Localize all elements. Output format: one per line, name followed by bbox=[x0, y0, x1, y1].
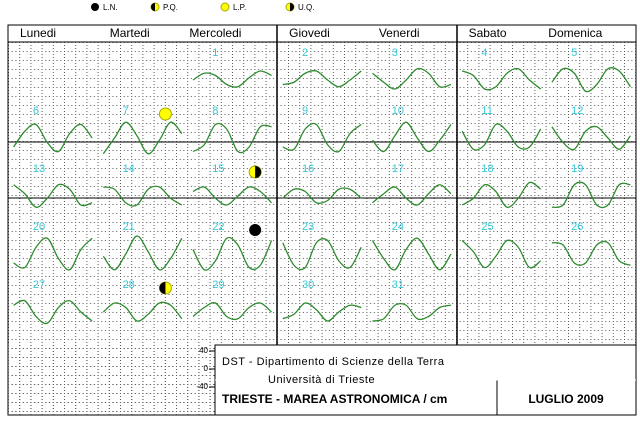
day-number: 19 bbox=[571, 163, 583, 175]
moon-disc bbox=[91, 3, 99, 11]
day-number: 22 bbox=[212, 221, 224, 233]
moon-icon bbox=[158, 107, 172, 121]
weekday: Venerdi bbox=[379, 26, 420, 40]
day-number: 18 bbox=[481, 163, 493, 175]
day-number: 23 bbox=[302, 221, 314, 233]
tide-curve bbox=[371, 121, 452, 153]
day-number: 27 bbox=[33, 279, 45, 291]
day-number: 25 bbox=[481, 221, 493, 233]
moon-icon bbox=[150, 2, 160, 12]
moon-shadow bbox=[159, 282, 166, 294]
day-number: 9 bbox=[302, 105, 308, 117]
tide-curve bbox=[551, 181, 631, 209]
legend-label: L.P. bbox=[233, 3, 246, 12]
day-number: 28 bbox=[123, 279, 135, 291]
weekday: Sabato bbox=[469, 26, 507, 40]
day-number: 26 bbox=[571, 221, 583, 233]
weekday: Giovedi bbox=[289, 26, 330, 40]
day-number: 6 bbox=[33, 105, 39, 117]
moon-disc bbox=[220, 2, 230, 12]
day-number: 24 bbox=[392, 221, 404, 233]
tide-curve bbox=[102, 121, 183, 155]
day-number: 31 bbox=[392, 279, 404, 291]
moon-disc bbox=[158, 107, 172, 121]
tide-curve bbox=[282, 122, 362, 153]
legend-label: P.Q. bbox=[163, 3, 178, 12]
tide-curve bbox=[461, 67, 542, 91]
day-number: 12 bbox=[571, 105, 583, 117]
scale-label: 0 bbox=[204, 364, 209, 373]
day-number: 29 bbox=[212, 279, 224, 291]
moon-disc bbox=[249, 224, 262, 236]
day-number: 3 bbox=[392, 47, 398, 59]
day-number: 2 bbox=[302, 47, 308, 59]
moon-icon bbox=[158, 281, 172, 295]
moon-shadow bbox=[290, 3, 294, 11]
tide-curve bbox=[102, 301, 183, 322]
day-number: 7 bbox=[123, 105, 129, 117]
weekday: Mercoledi bbox=[189, 26, 241, 40]
tide-curve bbox=[461, 181, 542, 209]
moon-icon bbox=[91, 3, 99, 11]
scale-area bbox=[8, 345, 215, 415]
tide-curve bbox=[282, 187, 362, 204]
day-number: 8 bbox=[212, 105, 218, 117]
tide-curve bbox=[102, 235, 183, 271]
day-number: 11 bbox=[481, 105, 492, 117]
moon-icon bbox=[220, 2, 230, 12]
footer-box: DST - Dipartimento di Scienze della Terr… bbox=[214, 344, 637, 416]
day-number: 17 bbox=[392, 163, 404, 175]
day-number: 15 bbox=[212, 163, 224, 175]
moon-icon bbox=[248, 165, 262, 179]
day-number: 5 bbox=[571, 47, 577, 59]
tide-curve bbox=[551, 240, 631, 266]
tide-curve bbox=[13, 299, 93, 325]
tide-curve bbox=[372, 302, 452, 322]
tide-curve bbox=[551, 125, 631, 151]
tide-curve bbox=[461, 123, 542, 151]
tide-curve bbox=[192, 186, 273, 206]
tide-curve bbox=[282, 302, 362, 322]
tide-curve bbox=[371, 237, 452, 271]
day-number: 30 bbox=[302, 279, 314, 291]
tide-curve bbox=[192, 70, 272, 88]
tide-curve bbox=[192, 302, 272, 321]
legend-label: L.N. bbox=[103, 3, 118, 12]
day-number: 14 bbox=[123, 163, 135, 175]
scale-label: -40 bbox=[196, 382, 208, 391]
moon-shadow bbox=[151, 3, 155, 11]
university: Università di Trieste bbox=[268, 374, 375, 386]
tide-curve bbox=[192, 122, 272, 154]
scale-label: 40 bbox=[199, 346, 208, 355]
tide-curve bbox=[192, 236, 273, 271]
tide-curve bbox=[372, 67, 452, 90]
tide-curve bbox=[551, 67, 631, 93]
tide-curve bbox=[282, 238, 362, 271]
footer-title: TRIESTE - MAREA ASTRONOMICA / cm bbox=[222, 392, 447, 406]
tide-curve bbox=[282, 69, 362, 88]
tide-curve bbox=[13, 123, 93, 153]
tide-curve bbox=[13, 237, 93, 271]
tide-curve bbox=[461, 239, 542, 269]
moon-icon bbox=[249, 224, 262, 236]
day-number: 13 bbox=[33, 163, 45, 175]
day-number: 4 bbox=[481, 47, 487, 59]
day-number: 21 bbox=[123, 221, 135, 233]
day-number: 16 bbox=[302, 163, 314, 175]
tide-curve bbox=[372, 184, 452, 206]
day-number: 20 bbox=[33, 221, 45, 233]
moon-icon bbox=[285, 2, 295, 12]
month: LUGLIO 2009 bbox=[528, 392, 604, 406]
weekday: Martedi bbox=[110, 26, 150, 40]
day-number: 10 bbox=[392, 105, 404, 117]
legend-label: U.Q. bbox=[298, 3, 314, 12]
institute: DST - Dipartimento di Scienze della Terr… bbox=[222, 356, 445, 368]
tide-curve bbox=[13, 183, 93, 208]
day-number: 1 bbox=[212, 47, 218, 59]
weekday: Lunedi bbox=[20, 26, 56, 40]
moon-shadow bbox=[255, 166, 262, 178]
tide-curve bbox=[103, 185, 183, 207]
weekday: Domenica bbox=[548, 26, 602, 40]
